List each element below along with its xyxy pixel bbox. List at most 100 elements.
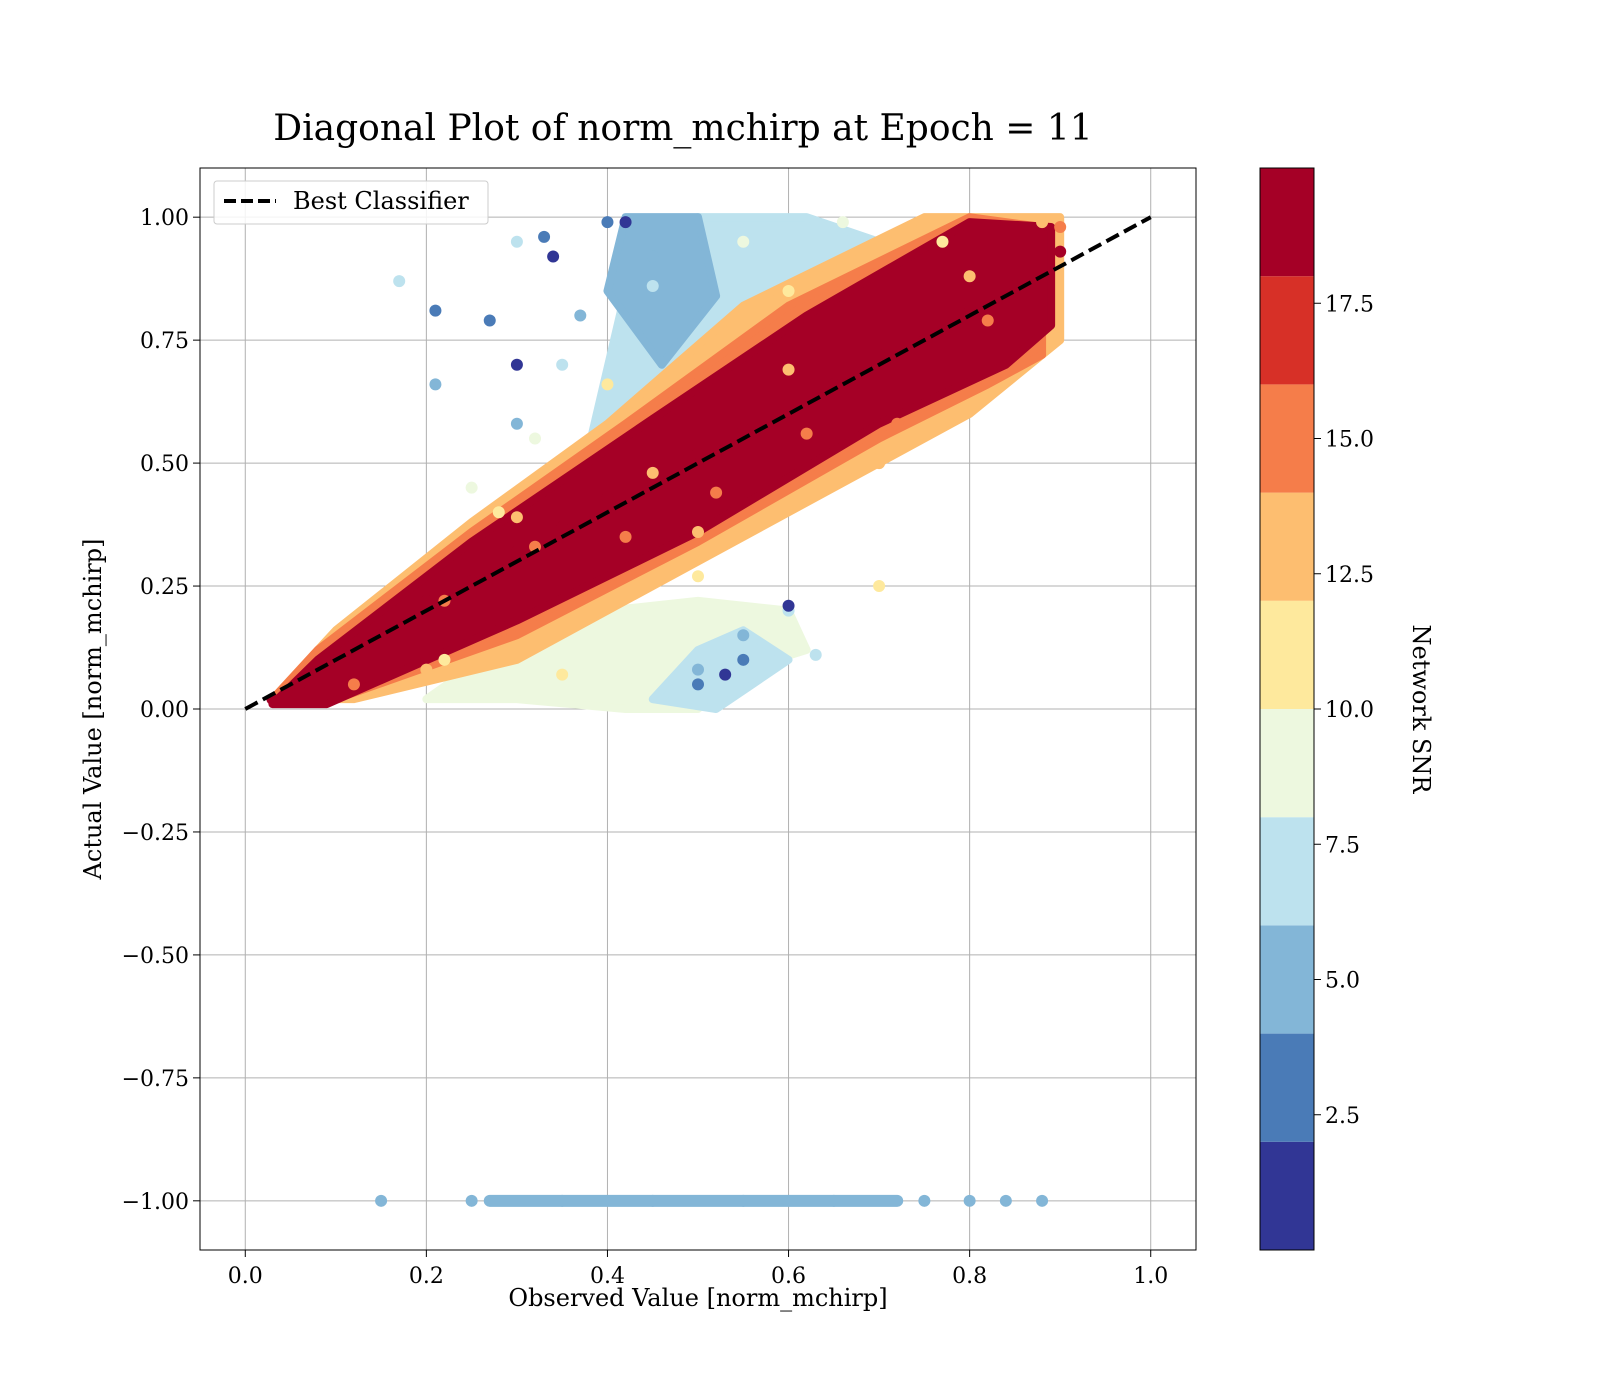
- scatter-point-3-0: [438, 653, 451, 666]
- scatter-point-9-1: [465, 1194, 478, 1207]
- x-tick-label-2: 0.4: [590, 1264, 625, 1289]
- y-tick-label-3: 0.25: [140, 575, 189, 600]
- scatter-point-9-7: [963, 1194, 976, 1207]
- colorbar-tick-label-5: 15.0: [1325, 428, 1374, 453]
- scatter-point-3-6: [873, 580, 886, 593]
- scatter-point-7-3: [601, 216, 614, 229]
- scatter-point-1-8: [1054, 221, 1067, 234]
- band-upper-lowest-snr: [603, 213, 721, 369]
- scatter-point-0-6: [510, 545, 523, 558]
- scatter-point-4-5: [737, 235, 750, 248]
- best-classifier-line-group: [244, 215, 1152, 711]
- scatter-point-0-4: [420, 594, 433, 607]
- colorbar-bin-1: [1260, 1033, 1314, 1142]
- scatter-point-6-0: [429, 378, 442, 391]
- scatter-point-4-3: [619, 678, 632, 691]
- legend: Best Classifier: [213, 180, 489, 225]
- scatter-point-5-0: [393, 275, 406, 288]
- scatter-point-1-3: [619, 530, 632, 543]
- scatter-point-4-4: [673, 604, 686, 617]
- scatter-point-7-5: [737, 653, 750, 666]
- y-tick-label-1: 0.75: [140, 329, 189, 354]
- best-classifier-line: [244, 215, 1152, 711]
- scatter-point-2-6: [963, 270, 976, 283]
- scatter-point-9-8: [999, 1194, 1012, 1207]
- scatter-point-0-11: [737, 422, 750, 435]
- colorbar-bin-7: [1260, 384, 1314, 493]
- scatter-point-5-2: [556, 358, 569, 371]
- y-tick-label-4: 0.00: [140, 698, 189, 723]
- scatter-point-0-16: [963, 299, 976, 312]
- scatter-point-0-18: [1054, 245, 1067, 258]
- y-tick-label-2: 0.50: [140, 452, 189, 477]
- scatter-point-8-3: [719, 668, 732, 681]
- scatter-point-1-7: [981, 314, 994, 327]
- scatter-point-1-4: [710, 486, 723, 499]
- x-axis-label: Observed Value [norm_mchirp]: [508, 1284, 887, 1312]
- x-axis-ticks: 0.0 0.2 0.4 0.6 0.8 1.0: [228, 1250, 1168, 1289]
- y-tick-label-5: −0.25: [122, 821, 189, 846]
- scatter-point-0-14: [873, 348, 886, 361]
- x-tick-label-1: 0.2: [409, 1264, 444, 1289]
- colorbar-label: Network SNR: [1407, 625, 1435, 795]
- colorbar-tick-label-2: 7.5: [1325, 833, 1360, 858]
- y-tick-label-0: 1.00: [140, 206, 189, 231]
- scatter-point-3-1: [492, 506, 505, 519]
- scatter-point-0-12: [782, 398, 795, 411]
- scatter-point-8-4: [782, 599, 795, 612]
- legend-box: [213, 180, 489, 225]
- scatter-point-0-7: [556, 521, 569, 534]
- scatter-point-2-3: [692, 525, 704, 538]
- scatter-point-2-2: [646, 466, 659, 479]
- scatter-point-2-7: [1036, 216, 1049, 229]
- colorbar-tick-label-6: 17.5: [1325, 292, 1374, 317]
- scatter-point-0-8: [601, 491, 614, 504]
- scatter-point-2-4: [782, 363, 795, 376]
- scatter-point-7-0: [429, 304, 442, 317]
- scatter-points: [266, 216, 1067, 1207]
- scatter-point-4-2: [583, 663, 596, 676]
- colorbar-tick-label-3: 10.0: [1325, 698, 1374, 723]
- scatter-point-6-3: [646, 250, 659, 263]
- colorbar-bin-4: [1260, 709, 1314, 818]
- scatter-point-8-1: [547, 250, 560, 263]
- scatter-point-3-7: [936, 235, 949, 248]
- y-tick-label-8: −1.00: [122, 1190, 189, 1215]
- colorbar-bin-8: [1260, 276, 1314, 385]
- scatter-point-1-6: [891, 417, 904, 430]
- x-tick-label-3: 0.6: [771, 1264, 806, 1289]
- colorbar-ticks: 2.5 5.0 7.5 10.0 12.5 15.0 17.5: [1314, 292, 1374, 1129]
- scatter-point-9-6: [918, 1194, 931, 1207]
- scatter-point-8-2: [619, 216, 632, 229]
- scatter-point-5-6: [809, 648, 822, 661]
- colorbar-bin-2: [1260, 925, 1314, 1034]
- scatter-point-5-3: [646, 280, 659, 293]
- scatter-point-9-9: [1036, 1194, 1049, 1207]
- x-tick-label-4: 0.8: [952, 1264, 987, 1289]
- y-axis-label: Actual Value [norm_mchirp]: [79, 539, 107, 881]
- chart-title: Diagonal Plot of norm_mchirp at Epoch = …: [273, 108, 1092, 149]
- colorbar-bin-3: [1260, 817, 1314, 926]
- scatter-point-0-1: [293, 678, 306, 691]
- y-tick-label-6: −0.50: [122, 944, 189, 969]
- scatter-point-4-0: [465, 481, 478, 494]
- band-lower-lowest-snr: [648, 626, 793, 713]
- scatter-point-2-1: [510, 511, 523, 524]
- scatter-point-6-4: [692, 663, 704, 676]
- scatter-point-3-3: [601, 378, 614, 391]
- colorbar-bin-6: [1260, 492, 1314, 601]
- legend-entry-best-classifier: Best Classifier: [293, 187, 469, 215]
- y-tick-label-7: −0.75: [122, 1067, 189, 1092]
- scatter-point-7-2: [538, 230, 551, 243]
- colorbar-bin-9: [1260, 168, 1314, 277]
- scatter-point-0-10: [692, 447, 704, 460]
- scatter-point-7-1: [483, 314, 496, 327]
- scatter-point-4-6: [836, 216, 849, 229]
- scatter-point-6-1: [510, 417, 523, 430]
- scatter-point-8-0: [510, 358, 523, 371]
- x-tick-label-0: 0.0: [228, 1264, 263, 1289]
- scatter-point-7-4: [692, 678, 704, 691]
- scatter-point-4-1: [529, 432, 542, 445]
- grid-lines: [200, 168, 1196, 1250]
